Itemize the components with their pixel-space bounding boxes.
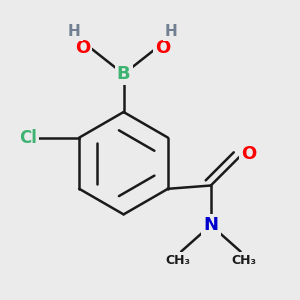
Text: O: O	[156, 39, 171, 57]
Text: CH₃: CH₃	[231, 254, 256, 267]
Text: H: H	[68, 24, 80, 39]
Text: H: H	[165, 24, 178, 39]
Text: N: N	[203, 216, 218, 234]
Text: B: B	[117, 65, 130, 83]
Text: CH₃: CH₃	[165, 254, 190, 267]
Text: Cl: Cl	[19, 129, 37, 147]
Text: O: O	[241, 145, 256, 163]
Text: O: O	[75, 39, 90, 57]
